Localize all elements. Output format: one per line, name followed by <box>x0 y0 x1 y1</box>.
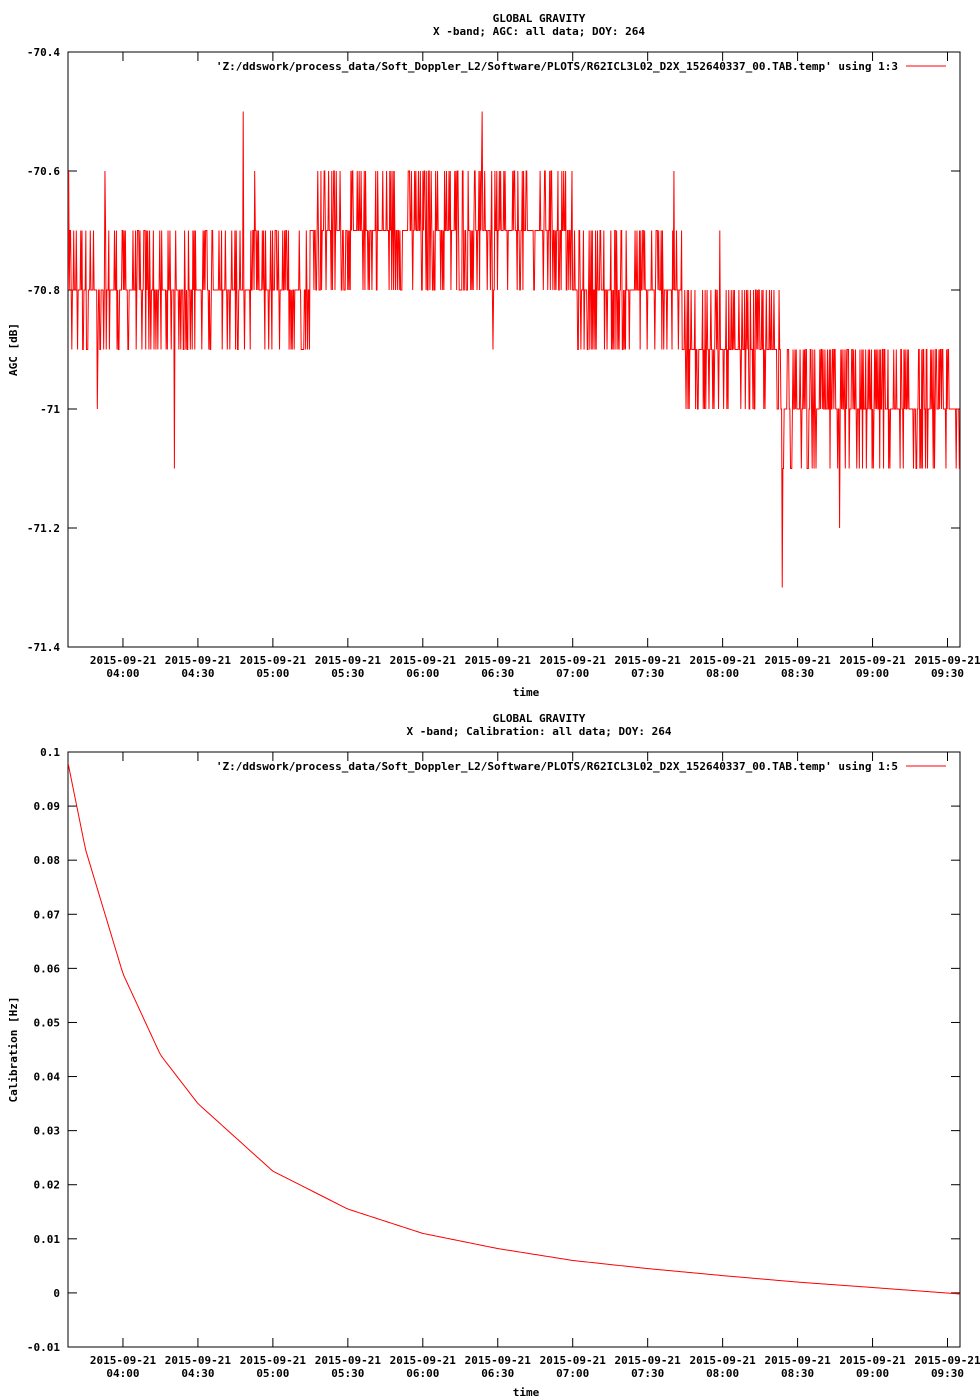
x-tick-time: 09:30 <box>931 1367 964 1380</box>
x-axis-label: time <box>513 1386 540 1399</box>
x-tick-time: 04:30 <box>181 667 214 680</box>
y-tick-label: -70.8 <box>27 284 60 297</box>
y-tick-label: 0.07 <box>34 908 61 921</box>
chart-title: GLOBAL GRAVITY <box>493 712 586 725</box>
y-tick-label: -71.4 <box>27 641 60 654</box>
x-tick-date: 2015-09-21 <box>764 1354 831 1367</box>
y-axis-label: AGC [dB] <box>7 323 20 376</box>
y-tick-label: 0.04 <box>34 1071 61 1084</box>
x-tick-date: 2015-09-21 <box>615 654 682 667</box>
y-tick-label: 0.05 <box>34 1016 61 1029</box>
x-tick-date: 2015-09-21 <box>90 1354 157 1367</box>
x-tick-date: 2015-09-21 <box>690 654 757 667</box>
x-tick-date: 2015-09-21 <box>465 654 532 667</box>
y-tick-label: 0.08 <box>34 854 61 867</box>
x-tick-time: 06:00 <box>406 1367 439 1380</box>
y-tick-label: 0.02 <box>34 1179 61 1192</box>
x-tick-time: 05:30 <box>331 1367 364 1380</box>
x-tick-time: 08:00 <box>706 1367 739 1380</box>
x-tick-time: 07:30 <box>631 667 664 680</box>
x-tick-time: 08:30 <box>781 1367 814 1380</box>
x-tick-time: 07:00 <box>556 1367 589 1380</box>
y-tick-label: -70.6 <box>27 165 60 178</box>
x-tick-date: 2015-09-21 <box>465 1354 532 1367</box>
x-tick-time: 09:30 <box>931 667 964 680</box>
x-tick-time: 09:00 <box>856 1367 889 1380</box>
legend-label: 'Z:/ddswork/process_data/Soft_Doppler_L2… <box>216 760 898 773</box>
x-tick-date: 2015-09-21 <box>390 1354 457 1367</box>
x-axis-label: time <box>513 686 540 699</box>
x-tick-date: 2015-09-21 <box>240 1354 307 1367</box>
x-tick-time: 04:00 <box>106 1367 139 1380</box>
x-tick-date: 2015-09-21 <box>764 654 831 667</box>
x-tick-time: 04:00 <box>106 667 139 680</box>
chart-subtitle: X -band; Calibration: all data; DOY: 264 <box>407 725 672 738</box>
x-tick-time: 07:30 <box>631 1367 664 1380</box>
x-tick-date: 2015-09-21 <box>540 654 607 667</box>
x-tick-date: 2015-09-21 <box>615 1354 682 1367</box>
x-tick-time: 06:30 <box>481 667 514 680</box>
y-tick-label: 0.06 <box>34 962 61 975</box>
y-tick-label: 0.01 <box>34 1233 61 1246</box>
x-tick-time: 05:00 <box>256 667 289 680</box>
chart-subtitle: X -band; AGC: all data; DOY: 264 <box>433 25 645 38</box>
x-tick-time: 09:00 <box>856 667 889 680</box>
legend-label: 'Z:/ddswork/process_data/Soft_Doppler_L2… <box>216 60 898 73</box>
plot-frame <box>67 751 961 1348</box>
x-tick-time: 05:30 <box>331 667 364 680</box>
series-line <box>68 111 960 588</box>
x-tick-time: 07:00 <box>556 667 589 680</box>
y-tick-label: -71 <box>40 403 60 416</box>
x-tick-date: 2015-09-21 <box>690 1354 757 1367</box>
x-tick-date: 2015-09-21 <box>165 654 232 667</box>
x-tick-time: 08:00 <box>706 667 739 680</box>
x-tick-date: 2015-09-21 <box>165 1354 232 1367</box>
x-tick-time: 08:30 <box>781 667 814 680</box>
plot-frame <box>67 51 961 648</box>
x-tick-date: 2015-09-21 <box>90 654 157 667</box>
y-axis-label: Calibration [Hz] <box>7 997 20 1103</box>
x-tick-date: 2015-09-21 <box>315 1354 382 1367</box>
x-tick-date: 2015-09-21 <box>540 1354 607 1367</box>
x-tick-date: 2015-09-21 <box>914 654 980 667</box>
x-tick-time: 04:30 <box>181 1367 214 1380</box>
x-tick-time: 06:30 <box>481 1367 514 1380</box>
x-tick-time: 06:00 <box>406 667 439 680</box>
series-line <box>68 762 960 1295</box>
y-tick-label: -71.2 <box>27 522 60 535</box>
x-tick-date: 2015-09-21 <box>914 1354 980 1367</box>
y-tick-label: 0.09 <box>34 800 61 813</box>
y-tick-label: -0.01 <box>27 1341 60 1354</box>
x-tick-date: 2015-09-21 <box>839 1354 906 1367</box>
x-tick-date: 2015-09-21 <box>839 654 906 667</box>
y-tick-label: 0.1 <box>40 746 60 759</box>
x-tick-time: 05:00 <box>256 1367 289 1380</box>
y-tick-label: 0.03 <box>34 1125 61 1138</box>
y-tick-label: -70.4 <box>27 46 60 59</box>
chart-title: GLOBAL GRAVITY <box>493 12 586 25</box>
x-tick-date: 2015-09-21 <box>240 654 307 667</box>
x-tick-date: 2015-09-21 <box>390 654 457 667</box>
y-tick-label: 0 <box>53 1287 60 1300</box>
x-tick-date: 2015-09-21 <box>315 654 382 667</box>
